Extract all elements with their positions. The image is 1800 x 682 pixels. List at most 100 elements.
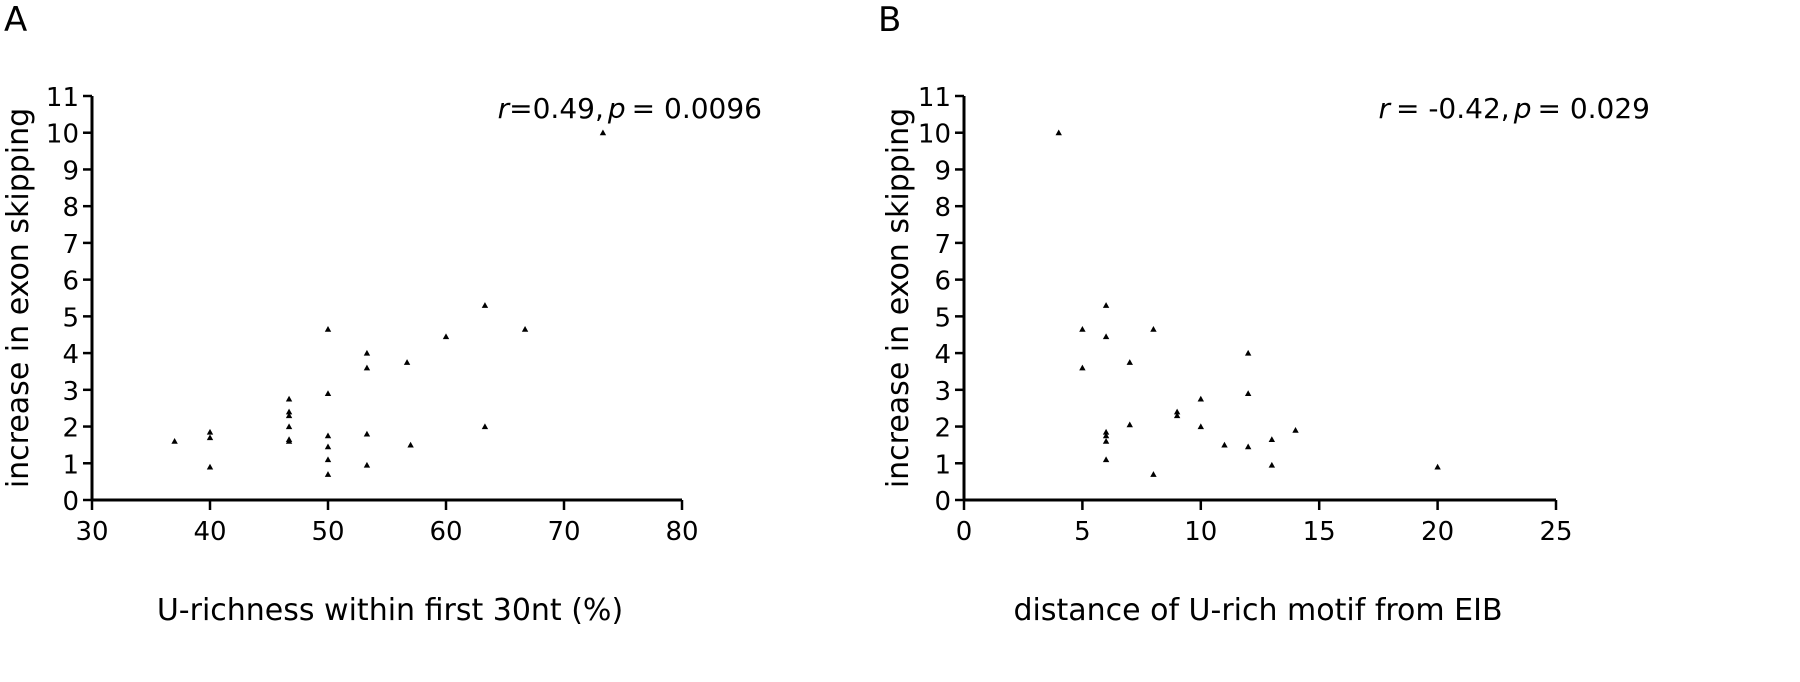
data-point-a — [363, 461, 371, 468]
scatter-chart-b: 0 1 2 3 4 5 6 7 8 9 10 11 0 5 10 15 20 25 increase in exo… — [881, 83, 1650, 628]
data-point-b — [1102, 432, 1110, 439]
y-tick-label-b: 2 — [934, 414, 951, 444]
data-point-a — [324, 390, 332, 397]
p-label-b: p — [1513, 92, 1532, 125]
y-axis-label-a: increase in exon skipping — [1, 108, 36, 488]
data-point-b — [1434, 463, 1441, 470]
y-tick-label-a: 4 — [62, 340, 79, 370]
data-point-a — [285, 423, 293, 430]
data-point-a — [285, 412, 293, 419]
y-tick-label-b: 8 — [934, 193, 951, 223]
data-point-b — [1079, 326, 1086, 332]
x-tick-label-b: 25 — [1539, 517, 1572, 547]
x-tick-label-b: 0 — [956, 517, 973, 547]
r-label-b: r — [1378, 92, 1391, 125]
data-point-a — [324, 456, 332, 463]
x-tick-label-b: 10 — [1184, 517, 1217, 547]
data-point-b — [1055, 129, 1062, 136]
y-tick-label-b: 1 — [934, 450, 951, 480]
data-point-b — [1150, 471, 1157, 477]
data-point-b — [1102, 428, 1110, 435]
y-tick-label-a: 1 — [62, 450, 79, 480]
y-tick-label-b: 0 — [934, 487, 951, 517]
y-tick-label-a: 8 — [62, 193, 79, 223]
y-tick-label-b: 9 — [934, 156, 951, 186]
data-point-b — [1102, 438, 1110, 444]
y-tick-label-b: 4 — [934, 340, 951, 370]
data-point-b — [1268, 436, 1276, 442]
data-point-b — [1150, 326, 1157, 332]
x-tick-label-a: 60 — [429, 517, 462, 547]
data-point-b — [1173, 408, 1181, 415]
data-point-a — [521, 326, 529, 332]
data-point-a — [363, 349, 371, 356]
data-point-b — [1244, 390, 1252, 397]
x-tick-label-b: 5 — [1074, 517, 1091, 547]
x-tick-label-b: 20 — [1421, 517, 1454, 547]
stats-separator-a: , — [595, 92, 604, 125]
r-value-a: =0.49 — [509, 92, 595, 125]
x-tick-label-a: 70 — [547, 517, 580, 547]
data-point-a — [324, 443, 332, 450]
y-tick-label-b: 5 — [934, 303, 951, 333]
p-value-a: = 0.0096 — [632, 92, 762, 125]
data-point-a — [403, 359, 411, 365]
data-point-a — [285, 438, 293, 444]
y-tick-label-b: 7 — [934, 230, 951, 260]
data-point-b — [1126, 421, 1133, 428]
data-point-a — [171, 438, 178, 444]
data-point-b — [1102, 456, 1110, 463]
r-label-a: r — [498, 92, 511, 125]
y-tick-label-a: 10 — [46, 120, 79, 150]
data-point-a — [481, 423, 489, 430]
data-point-a — [442, 333, 450, 340]
y-tick-label-a: 2 — [62, 414, 79, 444]
p-value-b: = 0.029 — [1537, 92, 1650, 125]
y-tick-label-a: 11 — [46, 83, 79, 113]
y-tick-label-a: 3 — [62, 377, 79, 407]
data-point-a — [363, 364, 371, 371]
data-point-a — [206, 428, 214, 435]
y-tick-label-b: 11 — [918, 83, 951, 113]
data-point-b — [1221, 441, 1228, 448]
data-point-b — [1197, 423, 1204, 430]
data-point-b — [1244, 443, 1252, 450]
p-label-a: p — [607, 92, 626, 125]
data-point-b — [1079, 364, 1086, 371]
data-point-b — [1126, 359, 1133, 365]
y-tick-label-a: 7 — [62, 230, 79, 260]
stats-separator-b: , — [1501, 92, 1510, 125]
x-tick-label-b: 15 — [1303, 517, 1336, 547]
stats-annotation-a: r=0.49, p = 0.0096 — [498, 92, 762, 125]
x-tick-label-a: 80 — [665, 517, 698, 547]
data-point-a — [407, 441, 414, 448]
data-point-b — [1244, 349, 1252, 356]
scatter-chart-a: 0 1 2 3 4 5 6 7 8 9 10 11 30 40 50 60 70 80 increase in e… — [1, 83, 762, 628]
x-tick-label-a: 30 — [75, 517, 108, 547]
y-axis-label-b: increase in exon skipping — [881, 108, 916, 488]
data-point-b — [1102, 302, 1110, 308]
data-point-b — [1268, 461, 1276, 468]
y-tick-label-b: 6 — [934, 267, 951, 297]
y-tick-label-a: 6 — [62, 267, 79, 297]
panel-letter-b: B — [878, 0, 902, 40]
y-tick-label-a: 5 — [62, 303, 79, 333]
x-axis-label-a: U-richness within first 30nt (%) — [157, 593, 623, 628]
data-point-a — [206, 463, 214, 470]
data-point-b — [1292, 427, 1299, 433]
data-point-a — [481, 302, 489, 308]
x-tick-label-a: 50 — [311, 517, 344, 547]
data-point-a — [285, 395, 293, 402]
data-point-a — [206, 434, 214, 441]
data-point-a — [599, 129, 607, 136]
data-point-a — [324, 471, 332, 477]
r-value-b: = -0.42 — [1396, 92, 1501, 125]
data-point-b — [1173, 412, 1181, 419]
stats-annotation-b: r = -0.42, p = 0.029 — [1378, 92, 1650, 125]
data-point-a — [363, 430, 371, 437]
y-tick-label-a: 0 — [62, 487, 79, 517]
data-point-b — [1102, 333, 1110, 340]
data-point-b — [1197, 395, 1204, 402]
y-tick-label-b: 10 — [918, 120, 951, 150]
data-point-a — [324, 326, 332, 332]
